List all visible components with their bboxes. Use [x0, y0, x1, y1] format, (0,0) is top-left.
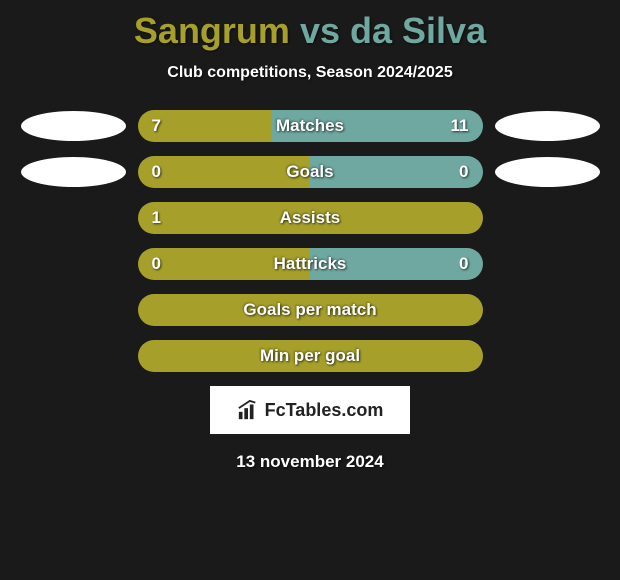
stat-row: 00Goals [0, 156, 620, 188]
stat-bar: 711Matches [138, 110, 483, 142]
chart-icon [237, 399, 259, 421]
player2-oval [495, 157, 600, 187]
stat-label: Goals [138, 156, 483, 188]
stat-bar: 1Assists [138, 202, 483, 234]
stat-bar: 00Hattricks [138, 248, 483, 280]
logo-box: FcTables.com [210, 386, 410, 434]
logo-text: FcTables.com [265, 400, 384, 421]
player2-oval [495, 111, 600, 141]
subtitle: Club competitions, Season 2024/2025 [0, 64, 620, 82]
left-oval-slot [13, 111, 128, 141]
player1-name: Sangrum [134, 10, 290, 51]
vs-text: vs [300, 10, 340, 51]
stat-bar: 00Goals [138, 156, 483, 188]
stat-bar: Min per goal [138, 340, 483, 372]
stat-row: 00Hattricks [0, 248, 620, 280]
stat-row: Goals per match [0, 294, 620, 326]
right-oval-slot [493, 157, 608, 187]
stat-label: Hattricks [138, 248, 483, 280]
date-text: 13 november 2024 [0, 452, 620, 472]
stat-rows: 711Matches 00Goals 1Assists 00Hattricks Goal… [0, 110, 620, 372]
left-oval-slot [13, 157, 128, 187]
stat-row: Min per goal [0, 340, 620, 372]
player2-name: da Silva [350, 10, 486, 51]
right-oval-slot [493, 111, 608, 141]
page-title: Sangrum vs da Silva [0, 0, 620, 52]
stat-label: Goals per match [138, 294, 483, 326]
stat-label: Min per goal [138, 340, 483, 372]
stat-label: Assists [138, 202, 483, 234]
stat-row: 711Matches [0, 110, 620, 142]
player1-oval [21, 157, 126, 187]
stat-row: 1Assists [0, 202, 620, 234]
stat-bar: Goals per match [138, 294, 483, 326]
stat-label: Matches [138, 110, 483, 142]
player1-oval [21, 111, 126, 141]
